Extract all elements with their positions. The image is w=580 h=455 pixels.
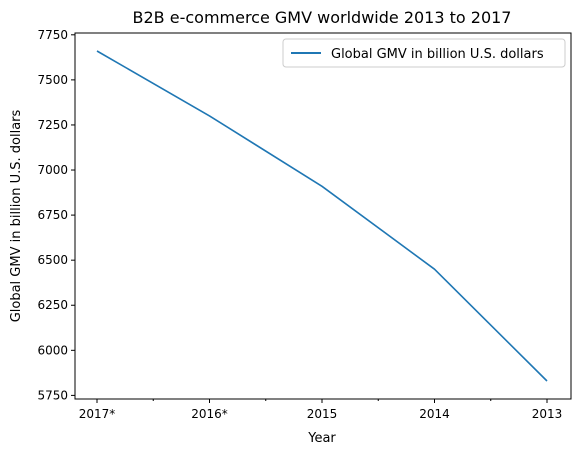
x-axis: 2017* 2016* 2015 2014 2013 (79, 399, 563, 421)
y-axis-label: Global GMV in billion U.S. dollars (9, 109, 24, 322)
y-tick-label: 6000 (37, 343, 68, 357)
y-tick-label: 7250 (37, 118, 68, 132)
x-axis-label: Year (307, 431, 336, 446)
x-tick-label: 2013 (532, 407, 563, 421)
legend: Global GMV in billion U.S. dollars (282, 38, 566, 68)
x-tick-label: 2015 (307, 407, 338, 421)
chart-title: B2B e-commerce GMV worldwide 2013 to 201… (133, 8, 512, 27)
y-tick-label: 7500 (37, 73, 68, 87)
y-tick-label: 5750 (37, 388, 68, 402)
x-tick-label: 2017* (79, 407, 116, 421)
plot-area (74, 32, 572, 400)
legend-label: Global GMV in billion U.S. dollars (331, 47, 544, 62)
legend-box (282, 38, 566, 68)
y-tick-label: 6250 (37, 298, 68, 312)
y-tick-label: 6750 (37, 208, 68, 222)
x-tick-label: 2016* (191, 407, 228, 421)
series-line (96, 50, 548, 382)
y-axis: 5750 6000 6250 6500 6750 7000 7250 7500 7750 (37, 28, 75, 402)
x-tick-label: 2014 (419, 407, 450, 421)
y-tick-label: 6500 (37, 253, 68, 267)
series-group (96, 50, 548, 382)
y-tick-label: 7750 (37, 28, 68, 42)
y-tick-label: 7000 (37, 163, 68, 177)
